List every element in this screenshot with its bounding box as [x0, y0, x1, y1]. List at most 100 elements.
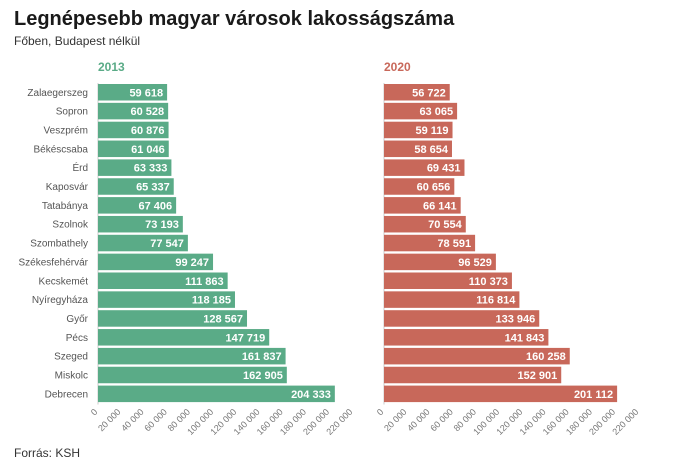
- bar-value-label: 63 065: [419, 106, 453, 118]
- source-note: Forrás: KSH: [14, 446, 81, 460]
- bar-value-label: 96 529: [458, 257, 492, 269]
- bar-value-label: 60 656: [417, 182, 451, 194]
- tick-label: 0: [89, 407, 100, 418]
- bar-2020: [384, 347, 570, 365]
- bar-value-label: 111 863: [185, 276, 224, 288]
- bar-2013: [98, 234, 188, 252]
- bar-2013: [98, 385, 335, 403]
- bar-value-label: 99 247: [175, 257, 209, 269]
- tick-label: 20 000: [382, 407, 409, 434]
- category-label: Érd: [72, 161, 88, 174]
- bar-2020: [384, 272, 512, 289]
- bar-2013: [98, 197, 177, 214]
- bar-value-label: 152 901: [517, 370, 557, 382]
- bar-2020: [384, 197, 461, 214]
- tick-label: 220 000: [324, 407, 354, 437]
- bar-value-label: 58 654: [414, 144, 449, 156]
- category-label: Szombathely: [30, 239, 88, 250]
- category-label: Debrecen: [45, 389, 88, 400]
- bar-2020: [384, 291, 520, 308]
- category-label: Békéscsaba: [34, 144, 89, 155]
- bar-value-label: 63 333: [134, 163, 168, 175]
- category-label: Miskolc: [55, 371, 88, 382]
- bar-value-label: 118 185: [192, 295, 231, 307]
- category-label: Zalaegerszeg: [27, 88, 88, 99]
- bar-2020: [384, 84, 450, 101]
- category-label: Sopron: [56, 107, 88, 118]
- bar-value-label: 65 337: [136, 182, 170, 194]
- tick-label: 60 000: [428, 407, 455, 434]
- bar-2020: [384, 178, 455, 195]
- bar-value-label: 56 722: [412, 87, 446, 99]
- category-label: Veszprém: [44, 125, 88, 136]
- tick-label: 60 000: [142, 407, 169, 434]
- tick-label: 20 000: [96, 407, 123, 434]
- bar-2020: [384, 234, 476, 252]
- bar-2013: [98, 329, 270, 346]
- bar-value-label: 110 373: [469, 276, 508, 288]
- tick-label: 220 000: [610, 407, 640, 437]
- bar-value-label: 116 814: [476, 295, 516, 307]
- bar-2020: [384, 329, 549, 346]
- bar-2020: [384, 215, 466, 233]
- bar-2013: [98, 310, 248, 327]
- panel-title-2013: 2013: [98, 60, 125, 74]
- bar-2013: [98, 140, 169, 158]
- bar-2020: [384, 121, 453, 139]
- bar-value-label: 67 406: [138, 200, 172, 212]
- bar-value-label: 147 719: [225, 332, 265, 344]
- bar-value-label: 66 141: [423, 200, 457, 212]
- bar-value-label: 59 119: [415, 125, 448, 137]
- bar-value-label: 61 046: [131, 144, 165, 156]
- bar-value-label: 133 946: [495, 313, 535, 325]
- bar-2020: [384, 253, 496, 271]
- category-label: Győr: [66, 314, 88, 325]
- bar-2020: [384, 140, 452, 158]
- category-label: Nyíregyháza: [32, 295, 89, 306]
- category-label: Kecskemét: [39, 276, 89, 287]
- bar-2020: [384, 310, 540, 327]
- bar-2013: [98, 178, 174, 195]
- bar-value-label: 128 567: [203, 313, 243, 325]
- bar-value-label: 73 193: [145, 219, 179, 231]
- category-label: Pécs: [66, 333, 88, 344]
- category-label: Kaposvár: [46, 182, 89, 193]
- bar-2013: [98, 84, 168, 101]
- tick-label: 40 000: [405, 407, 432, 434]
- bar-value-label: 60 876: [131, 125, 165, 137]
- bar-2013: [98, 121, 169, 139]
- category-label: Szeged: [54, 352, 88, 363]
- bar-2013: [98, 215, 183, 233]
- bar-value-label: 204 333: [291, 389, 331, 401]
- bar-2013: [98, 272, 228, 289]
- bar-value-label: 69 431: [427, 163, 461, 175]
- bar-2013: [98, 347, 286, 365]
- bar-value-label: 160 258: [526, 351, 566, 363]
- bar-2013: [98, 102, 169, 120]
- chart-title: Legnépesebb magyar városok lakosságszáma: [14, 8, 455, 30]
- bar-value-label: 161 837: [242, 351, 282, 363]
- bar-2020: [384, 385, 618, 403]
- panel-title-2020: 2020: [384, 60, 411, 74]
- category-label: Székesfehérvár: [19, 257, 89, 268]
- bar-chart-panels: 2013 Zalaegerszeg 59 618 Sopron 60 528 Veszpr…: [19, 60, 641, 437]
- bar-2013: [98, 291, 235, 308]
- bar-2013: [98, 159, 172, 176]
- bar-value-label: 201 112: [574, 389, 613, 401]
- bar-2013: [98, 253, 214, 271]
- bar-2020: [384, 159, 465, 176]
- bar-2020: [384, 366, 562, 384]
- category-label: Szolnok: [52, 220, 89, 231]
- bar-value-label: 141 843: [505, 332, 545, 344]
- bar-value-label: 162 905: [243, 370, 283, 382]
- tick-label: 40 000: [119, 407, 146, 434]
- bar-value-label: 60 528: [131, 106, 165, 118]
- chart-subtitle: Főben, Budapest nélkül: [14, 34, 141, 48]
- bar-2013: [98, 366, 287, 384]
- tick-label: 0: [375, 407, 386, 418]
- bar-2020: [384, 102, 458, 120]
- category-label: Tatabánya: [42, 201, 89, 212]
- bar-value-label: 77 547: [150, 238, 184, 250]
- bar-value-label: 70 554: [428, 219, 463, 231]
- bar-value-label: 59 618: [129, 87, 163, 99]
